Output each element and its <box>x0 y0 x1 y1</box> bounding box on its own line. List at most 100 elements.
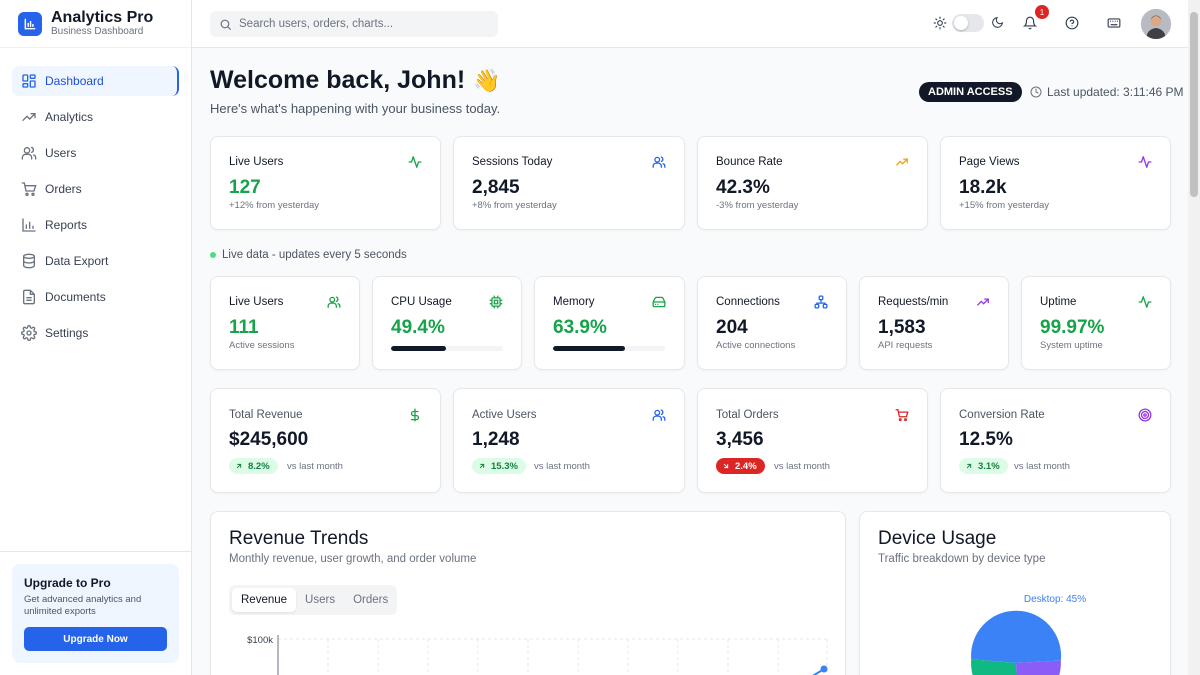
stat-title: Bounce Rate <box>716 156 783 168</box>
welcome-heading: Welcome back, John! 👋 <box>210 66 501 95</box>
upgrade-now-button[interactable]: Upgrade Now <box>24 627 167 651</box>
brand-logo-icon <box>18 11 42 36</box>
memory-progress-bar <box>553 346 665 351</box>
notification-badge: 1 <box>1035 5 1049 19</box>
kpi-change-badge: 3.1% <box>959 458 1008 474</box>
user-avatar[interactable] <box>1141 9 1171 39</box>
revenue-tabs: Revenue Users Orders <box>229 585 397 615</box>
kpi-card-conversion-rate: Conversion Rate 12.5% 3.1% vs last month <box>940 388 1171 493</box>
kpi-title: Conversion Rate <box>959 409 1045 421</box>
stat-sub: +15% from yesterday <box>959 200 1050 211</box>
toggle-knob <box>954 16 968 30</box>
stat-title: Requests/min <box>878 296 949 308</box>
stat-title: Live Users <box>229 156 284 168</box>
stat-title: Page Views <box>959 156 1020 168</box>
live-data-note: Live data - updates every 5 seconds <box>210 249 407 261</box>
stat-value: 42.3% <box>716 177 770 198</box>
pie-slice-tablet[interactable] <box>1016 660 1061 675</box>
kpi-title: Total Revenue <box>229 409 303 421</box>
keyboard-icon[interactable] <box>1107 16 1123 32</box>
sun-icon <box>933 16 949 32</box>
stat-title: Uptime <box>1040 296 1077 308</box>
stat-sub: +8% from yesterday <box>472 200 557 211</box>
sidebar-item-analytics[interactable]: Analytics <box>12 102 179 132</box>
stat-value: 63.9% <box>553 317 607 338</box>
gear-icon <box>21 325 37 341</box>
sidebar-item-label: Data Export <box>45 254 109 268</box>
stat-title: Memory <box>553 296 595 308</box>
vertical-grid-lines <box>327 639 828 675</box>
revenue-trends-panel: Revenue Trends Monthly revenue, user gro… <box>210 511 846 675</box>
cpu-icon <box>489 295 503 309</box>
users-icon <box>21 145 37 161</box>
kpi-change-badge: 15.3% <box>472 458 526 474</box>
kpi-card-total-orders: Total Orders 3,456 2.4% vs last month <box>697 388 928 493</box>
brand-subtitle: Business Dashboard <box>51 26 144 37</box>
pie-slice-desktop[interactable] <box>971 610 1062 663</box>
welcome-title: Welcome back, John! <box>210 66 466 94</box>
cart-icon <box>21 181 37 197</box>
stat-sub: API requests <box>878 340 933 351</box>
kpi-value: 1,248 <box>472 429 520 450</box>
clock-icon <box>1030 86 1047 98</box>
sidebar: Analytics Pro Business Dashboard Dashboa… <box>0 0 192 675</box>
sidebar-item-orders[interactable]: Orders <box>12 174 179 204</box>
sidebar-item-reports[interactable]: Reports <box>12 210 179 240</box>
search-input[interactable] <box>239 18 479 30</box>
device-usage-subtitle: Traffic breakdown by device type <box>878 553 1046 565</box>
arrow-up-right-icon <box>235 462 248 470</box>
bell-icon[interactable] <box>1023 16 1039 32</box>
hard-drive-icon <box>652 295 666 309</box>
sidebar-item-dashboard[interactable]: Dashboard <box>12 66 179 96</box>
help-icon[interactable] <box>1065 16 1081 32</box>
cpu-progress-bar <box>391 346 503 351</box>
search-bar[interactable] <box>210 11 498 37</box>
stat-value: 49.4% <box>391 317 445 338</box>
top-header: 1 <box>192 0 1188 48</box>
users-icon <box>652 408 666 422</box>
stat-title: CPU Usage <box>391 296 452 308</box>
page-scrollbar[interactable] <box>1188 0 1200 675</box>
stat-card-live-users: Live Users 127 +12% from yesterday <box>210 136 441 230</box>
stat-value: 99.97% <box>1040 317 1105 338</box>
brand-title: Analytics Pro <box>51 9 154 26</box>
dark-mode-toggle[interactable] <box>952 14 984 32</box>
y-tick-label: $100k <box>247 635 273 646</box>
activity-icon <box>408 155 422 169</box>
sidebar-item-label: Reports <box>45 218 88 232</box>
live-note-text: Live data - updates every 5 seconds <box>222 249 407 261</box>
database-icon <box>21 253 37 269</box>
sidebar-item-users[interactable]: Users <box>12 138 179 168</box>
moon-icon <box>991 16 1007 32</box>
revenue-trends-subtitle: Monthly revenue, user growth, and order … <box>229 553 477 565</box>
waving-hand-icon: 👋 <box>473 67 501 93</box>
tab-orders[interactable]: Orders <box>353 594 389 606</box>
stat-value: 204 <box>716 317 748 338</box>
stat-title: Sessions Today <box>472 156 553 168</box>
pie-slice-mobile[interactable] <box>971 659 1018 675</box>
tab-revenue[interactable]: Revenue <box>232 588 297 612</box>
kpi-comparison: vs last month <box>534 461 590 472</box>
upgrade-description: Get advanced analytics and unlimited exp… <box>24 594 142 617</box>
brand[interactable]: Analytics Pro Business Dashboard <box>0 0 191 48</box>
stat-sub: +12% from yesterday <box>229 200 320 211</box>
scrollbar-thumb[interactable] <box>1190 12 1198 197</box>
stat-value: 18.2k <box>959 177 1007 198</box>
admin-access-badge: ADMIN ACCESS <box>919 82 1022 102</box>
sidebar-item-label: Dashboard <box>45 74 104 88</box>
upgrade-card: Upgrade to Pro Get advanced analytics an… <box>12 564 179 663</box>
tab-users[interactable]: Users <box>305 594 336 606</box>
trending-up-icon <box>895 155 909 169</box>
sidebar-item-documents[interactable]: Documents <box>12 282 179 312</box>
sidebar-item-data-export[interactable]: Data Export <box>12 246 179 276</box>
revenue-chart: $100k <box>247 635 828 675</box>
kpi-card-total-revenue: Total Revenue $245,600 8.2% vs last mont… <box>210 388 441 493</box>
live-card-connections: Connections 204 Active connections <box>697 276 847 370</box>
kpi-comparison: vs last month <box>1014 461 1070 472</box>
revenue-point[interactable] <box>820 665 828 673</box>
desktop-label: Desktop: 45% <box>1024 594 1086 605</box>
stat-value: 1,583 <box>878 317 926 338</box>
kpi-title: Total Orders <box>716 409 779 421</box>
sidebar-item-settings[interactable]: Settings <box>12 318 179 348</box>
live-card-memory: Memory 63.9% <box>534 276 685 370</box>
